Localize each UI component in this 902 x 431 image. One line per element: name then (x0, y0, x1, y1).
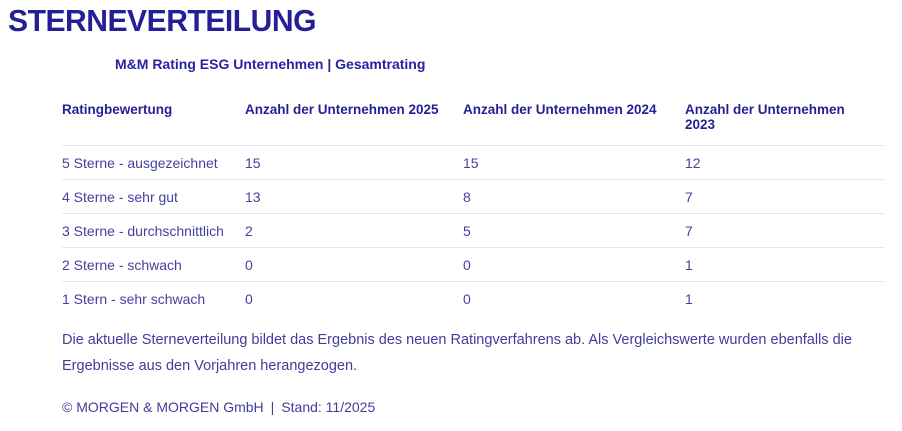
table-row: 1 Stern - sehr schwach 0 0 1 (62, 282, 884, 316)
table-header-row: Ratingbewertung Anzahl der Unternehmen 2… (62, 98, 884, 146)
rating-label-cell: 4 Sterne - sehr gut (62, 179, 245, 214)
rating-label-cell: 3 Sterne - durchschnittlich (62, 213, 245, 248)
page-title: STERNEVERTEILUNG (8, 3, 317, 38)
count-2024-cell: 0 (463, 247, 685, 282)
rating-table: Ratingbewertung Anzahl der Unternehmen 2… (62, 98, 884, 316)
col-header-2023: Anzahl der Unternehmen 2023 (685, 98, 884, 146)
table-row: 4 Sterne - sehr gut 13 8 7 (62, 179, 884, 214)
table-subtitle: M&M Rating ESG Unternehmen | Gesamtratin… (115, 56, 426, 72)
count-2023-cell: 12 (685, 145, 884, 180)
rating-label-cell: 2 Sterne - schwach (62, 247, 245, 282)
copyright-text: © MORGEN & MORGEN GmbH (62, 399, 264, 415)
count-2025-cell: 13 (245, 179, 463, 214)
count-2025-cell: 0 (245, 247, 463, 282)
count-2024-cell: 0 (463, 290, 471, 307)
count-2024-cell: 5 (463, 213, 685, 248)
col-header-rating: Ratingbewertung (62, 98, 245, 146)
count-2025-cell: 2 (245, 213, 463, 248)
count-2023-cell: 1 (685, 290, 693, 307)
col-header-2024: Anzahl der Unternehmen 2024 (463, 98, 685, 146)
count-2024-cell: 8 (463, 179, 685, 214)
count-2023-cell: 7 (685, 179, 884, 214)
footer-separator: | (270, 399, 275, 415)
count-2025-cell: 15 (245, 145, 463, 180)
stand-text: Stand: 11/2025 (281, 399, 376, 415)
count-2025-cell: 0 (245, 290, 253, 307)
table-row: 2 Sterne - schwach 0 0 1 (62, 247, 884, 282)
copyright-line: © MORGEN & MORGEN GmbH | Stand: 11/2025 (62, 399, 375, 415)
description-text: Die aktuelle Sterneverteilung bildet das… (62, 332, 852, 374)
count-2023-cell: 7 (685, 213, 884, 248)
count-2024-cell: 15 (463, 145, 685, 180)
rating-label-cell: 5 Sterne - ausgezeichnet (62, 145, 245, 180)
table-row: 5 Sterne - ausgezeichnet 15 15 12 (62, 145, 884, 180)
col-header-2025: Anzahl der Unternehmen 2025 (245, 98, 463, 146)
rating-label-cell: 1 Stern - sehr schwach (62, 290, 206, 307)
table-row: 3 Sterne - durchschnittlich 2 5 7 (62, 213, 884, 248)
count-2023-cell: 1 (685, 247, 884, 282)
